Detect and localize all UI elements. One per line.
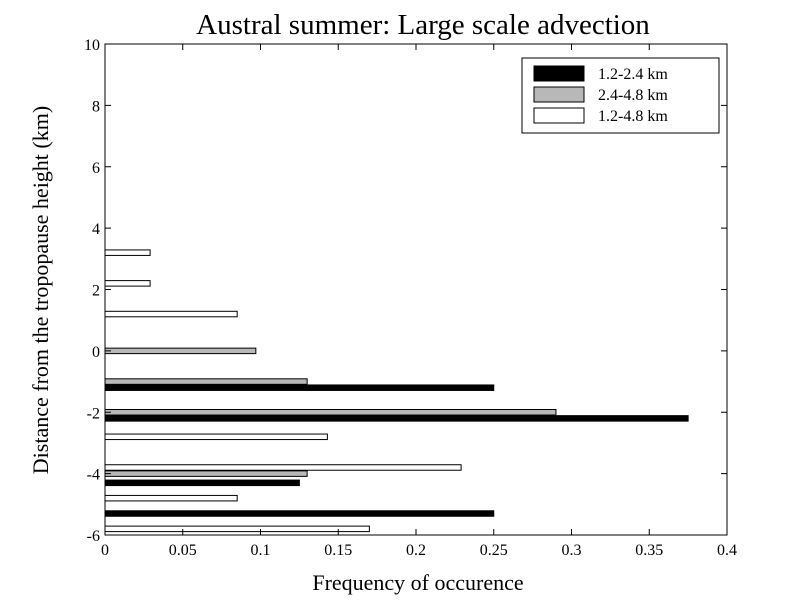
y-tick-label: 8 (92, 98, 100, 115)
x-tick-label: 0.4 (717, 542, 737, 559)
x-tick-label: 0.15 (324, 542, 352, 559)
x-tick-label: 0.35 (635, 542, 663, 559)
bar-series-0-point-0 (104, 510, 495, 517)
legend: 1.2-2.4 km 2.4-4.8 km 1.2-4.8 km (521, 57, 720, 134)
y-tick-label: 10 (84, 37, 100, 54)
bar-series-2-point-6 (104, 249, 151, 256)
x-tick-label: 0.1 (251, 542, 271, 559)
bar-series-2-point-2 (104, 464, 462, 471)
bar-series-2-point-5 (104, 280, 151, 287)
y-tick-label: 2 (92, 283, 100, 300)
legend-swatch (533, 107, 585, 124)
bar-series-0-point-3 (104, 384, 495, 391)
legend-label: 1.2-4.8 km (598, 108, 668, 125)
x-tick-label: 0.3 (562, 542, 582, 559)
ticks-group: 0 0.05 0.1 0.15 0.2 0.25 0.3 0.35 0.4 -6 -4 -2 0 2 4 6 8… (84, 37, 737, 559)
y-tick-label: -6 (87, 528, 100, 545)
y-axis-label: Distance from the tropopause height (km) (28, 106, 53, 474)
bar-series-0-point-2 (104, 415, 689, 422)
bar-series-2-point-0 (104, 525, 370, 533)
x-tick-label: 0.25 (480, 542, 508, 559)
bar-series-1-point-0 (104, 470, 308, 477)
bars-group (104, 249, 689, 533)
legend-label: 2.4-4.8 km (598, 87, 668, 104)
bar-series-0-point-1 (104, 479, 300, 487)
legend-swatch (533, 65, 585, 82)
bar-series-2-point-3 (104, 433, 328, 441)
y-tick-label: 6 (92, 160, 100, 177)
bar-series-2-point-4 (104, 310, 238, 318)
bar-series-1-point-2 (104, 378, 308, 385)
x-axis-label: Frequency of occurence (312, 570, 523, 595)
x-tick-label: 0.05 (169, 542, 197, 559)
legend-label: 1.2-2.4 km (598, 66, 668, 83)
x-tick-label: 0 (101, 542, 109, 559)
bar-series-1-point-3 (104, 347, 257, 355)
y-tick-label: 0 (92, 344, 100, 361)
x-tick-label: 0.2 (406, 542, 426, 559)
bar-series-2-point-1 (104, 494, 238, 502)
bar-series-1-point-1 (104, 409, 557, 416)
y-tick-label: -2 (87, 405, 100, 422)
y-tick-label: -4 (87, 467, 100, 484)
y-tick-label: 4 (92, 221, 100, 238)
chart-title: Austral summer: Large scale advection (196, 9, 650, 41)
legend-swatch (533, 86, 585, 103)
